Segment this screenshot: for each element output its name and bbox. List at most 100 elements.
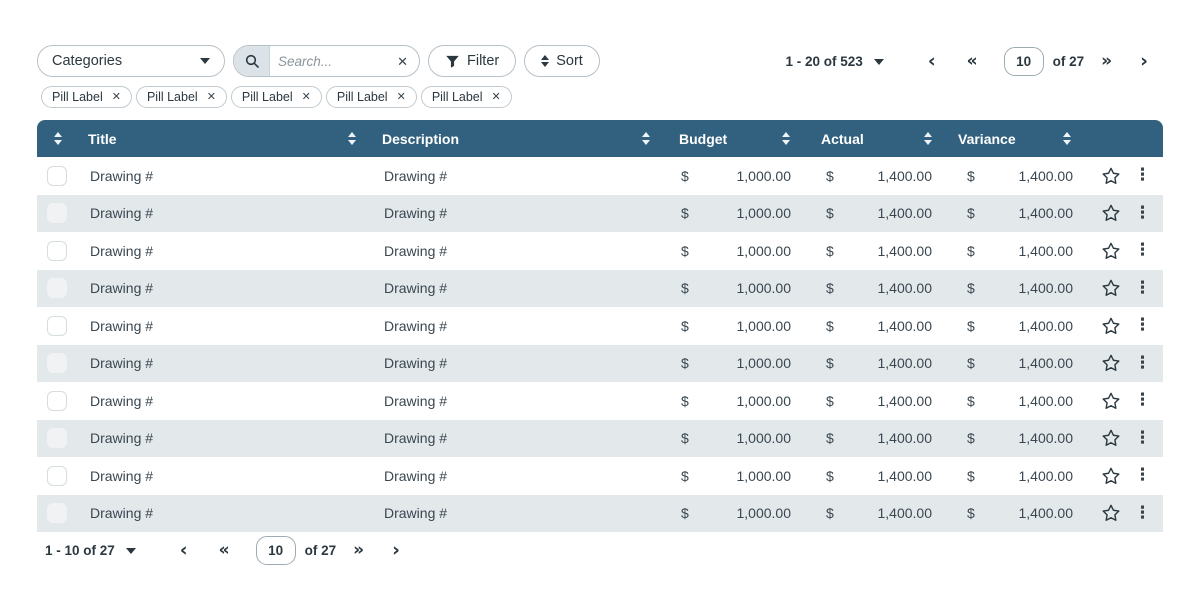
table-row[interactable]: Drawing # Drawing # $ 1,000.00 $ 1,400.0… [37, 494, 1163, 532]
currency-symbol: $ [967, 505, 975, 522]
chevron-down-icon [200, 58, 210, 64]
favorite-star-icon[interactable] [1101, 503, 1121, 523]
column-header-variance[interactable]: Variance [918, 131, 1060, 147]
row-checkbox[interactable] [47, 278, 67, 299]
filter-pill[interactable]: Pill Label ✕ [230, 86, 322, 108]
page-number-input[interactable] [255, 536, 296, 565]
page-fast-forward-icon[interactable]: » [1101, 51, 1112, 71]
currency-symbol: $ [967, 355, 975, 372]
row-checkbox[interactable] [47, 390, 67, 411]
table-row[interactable]: Drawing # Drawing # $ 1,000.00 $ 1,400.0… [37, 157, 1163, 195]
table-row[interactable]: Drawing # Drawing # $ 1,000.00 $ 1,400.0… [37, 232, 1163, 270]
favorite-star-icon[interactable] [1101, 278, 1121, 298]
row-checkbox[interactable] [47, 503, 67, 524]
row-checkbox[interactable] [47, 165, 67, 186]
favorite-star-icon[interactable] [1101, 316, 1121, 336]
row-title: Drawing # [90, 355, 154, 372]
row-checkbox-cell [37, 465, 81, 486]
column-header-title[interactable]: Title [37, 131, 333, 147]
sort-icon[interactable] [54, 132, 62, 145]
row-menu-kebab-icon[interactable]: ⋮ [1134, 465, 1151, 486]
search-clear-icon[interactable]: ✕ [397, 53, 408, 69]
column-header-budget[interactable]: Budget [633, 131, 776, 147]
sort-icon[interactable] [642, 132, 650, 145]
pill-remove-icon[interactable]: ✕ [111, 90, 121, 103]
favorite-star-icon[interactable] [1101, 391, 1121, 411]
table-row[interactable]: Drawing # Drawing # $ 1,000.00 $ 1,400.0… [37, 344, 1163, 382]
variance-value: 1,400.00 [1018, 167, 1074, 184]
favorite-star-icon[interactable] [1101, 428, 1121, 448]
row-menu-kebab-icon[interactable]: ⋮ [1134, 352, 1151, 373]
pill-remove-icon[interactable]: ✕ [301, 90, 311, 103]
row-checkbox[interactable] [47, 353, 67, 374]
page-fast-back-icon[interactable]: « [966, 51, 978, 71]
summary-dropdown-icon[interactable] [873, 58, 884, 65]
row-menu-kebab-icon[interactable]: ⋮ [1134, 390, 1151, 411]
page-fast-forward-icon[interactable]: » [353, 540, 364, 560]
summary-dropdown-icon[interactable] [125, 547, 136, 554]
filter-pill[interactable]: Pill Label ✕ [420, 86, 512, 108]
budget-value: 1,000.00 [736, 505, 792, 522]
page-fast-back-icon[interactable]: « [218, 540, 230, 560]
column-header-description[interactable]: Description [333, 131, 633, 147]
filter-pill[interactable]: Pill Label ✕ [325, 86, 417, 108]
favorite-star-icon[interactable] [1101, 466, 1121, 486]
row-menu-kebab-icon[interactable]: ⋮ [1134, 240, 1151, 261]
filter-pill[interactable]: Pill Label ✕ [135, 86, 227, 108]
row-menu-kebab-icon[interactable]: ⋮ [1134, 202, 1151, 223]
sort-icon[interactable] [1063, 132, 1071, 145]
favorite-star-icon[interactable] [1101, 166, 1121, 186]
row-menu-kebab-icon[interactable]: ⋮ [1134, 315, 1151, 336]
favorite-star-icon[interactable] [1101, 241, 1121, 261]
row-menu-kebab-icon[interactable]: ⋮ [1134, 427, 1151, 448]
page-back-icon[interactable]: ‹ [927, 50, 936, 72]
favorite-star-icon[interactable] [1101, 203, 1121, 223]
filter-pill[interactable]: Pill Label ✕ [41, 86, 132, 108]
row-variance-cell: $ 1,400.00 [942, 505, 1083, 521]
table-row[interactable]: Drawing # Drawing # $ 1,000.00 $ 1,400.0… [37, 382, 1163, 420]
categories-select[interactable]: Categories [37, 45, 225, 77]
filter-button[interactable]: Filter [428, 45, 517, 77]
pill-remove-icon[interactable]: ✕ [491, 90, 501, 103]
row-checkbox[interactable] [47, 240, 67, 261]
pill-remove-icon[interactable]: ✕ [396, 90, 406, 103]
search-box[interactable]: ✕ [233, 45, 420, 77]
table-row[interactable]: Drawing # Drawing # $ 1,000.00 $ 1,400.0… [37, 419, 1163, 457]
row-variance-cell: $ 1,400.00 [942, 168, 1083, 184]
pill-label: Pill Label [431, 90, 483, 104]
row-menu-kebab-icon[interactable]: ⋮ [1134, 502, 1151, 523]
table-row[interactable]: Drawing # Drawing # $ 1,000.00 $ 1,400.0… [37, 194, 1163, 232]
row-checkbox[interactable] [47, 203, 67, 224]
budget-value: 1,000.00 [736, 205, 792, 222]
sort-icon[interactable] [924, 132, 932, 145]
page-total-label: of 27 [304, 543, 337, 558]
row-checkbox[interactable] [47, 315, 67, 336]
page-number-input[interactable] [1003, 47, 1044, 76]
search-input[interactable] [270, 53, 394, 69]
table-row[interactable]: Drawing # Drawing # $ 1,000.00 $ 1,400.0… [37, 269, 1163, 307]
row-menu-kebab-icon[interactable]: ⋮ [1134, 277, 1151, 298]
column-header-actions[interactable] [1060, 132, 1163, 145]
favorite-star-icon[interactable] [1101, 353, 1121, 373]
pill-label: Pill Label [241, 90, 293, 104]
pill-remove-icon[interactable]: ✕ [206, 90, 216, 103]
row-checkbox-cell [37, 203, 81, 224]
sort-button[interactable]: Sort [524, 45, 600, 77]
filter-pills: Pill Label ✕ Pill Label ✕ Pill Label ✕ P… [41, 86, 512, 108]
variance-value: 1,400.00 [1018, 355, 1074, 372]
page-forward-icon[interactable]: › [1140, 50, 1148, 72]
row-checkbox[interactable] [47, 465, 67, 486]
sort-icon[interactable] [782, 132, 790, 145]
sort-icon[interactable] [348, 132, 356, 145]
row-variance-cell: $ 1,400.00 [942, 430, 1083, 446]
table-row[interactable]: Drawing # Drawing # $ 1,000.00 $ 1,400.0… [37, 307, 1163, 345]
table-row[interactable]: Drawing # Drawing # $ 1,000.00 $ 1,400.0… [37, 457, 1163, 495]
page-forward-icon[interactable]: › [392, 539, 400, 561]
column-header-actual[interactable]: Actual [776, 131, 918, 147]
row-menu-kebab-icon[interactable]: ⋮ [1134, 165, 1151, 186]
page-back-icon[interactable]: ‹ [179, 539, 188, 561]
currency-symbol: $ [826, 505, 834, 522]
budget-value: 1,000.00 [736, 430, 792, 447]
row-checkbox[interactable] [47, 428, 67, 449]
row-budget-cell: $ 1,000.00 [633, 355, 801, 371]
